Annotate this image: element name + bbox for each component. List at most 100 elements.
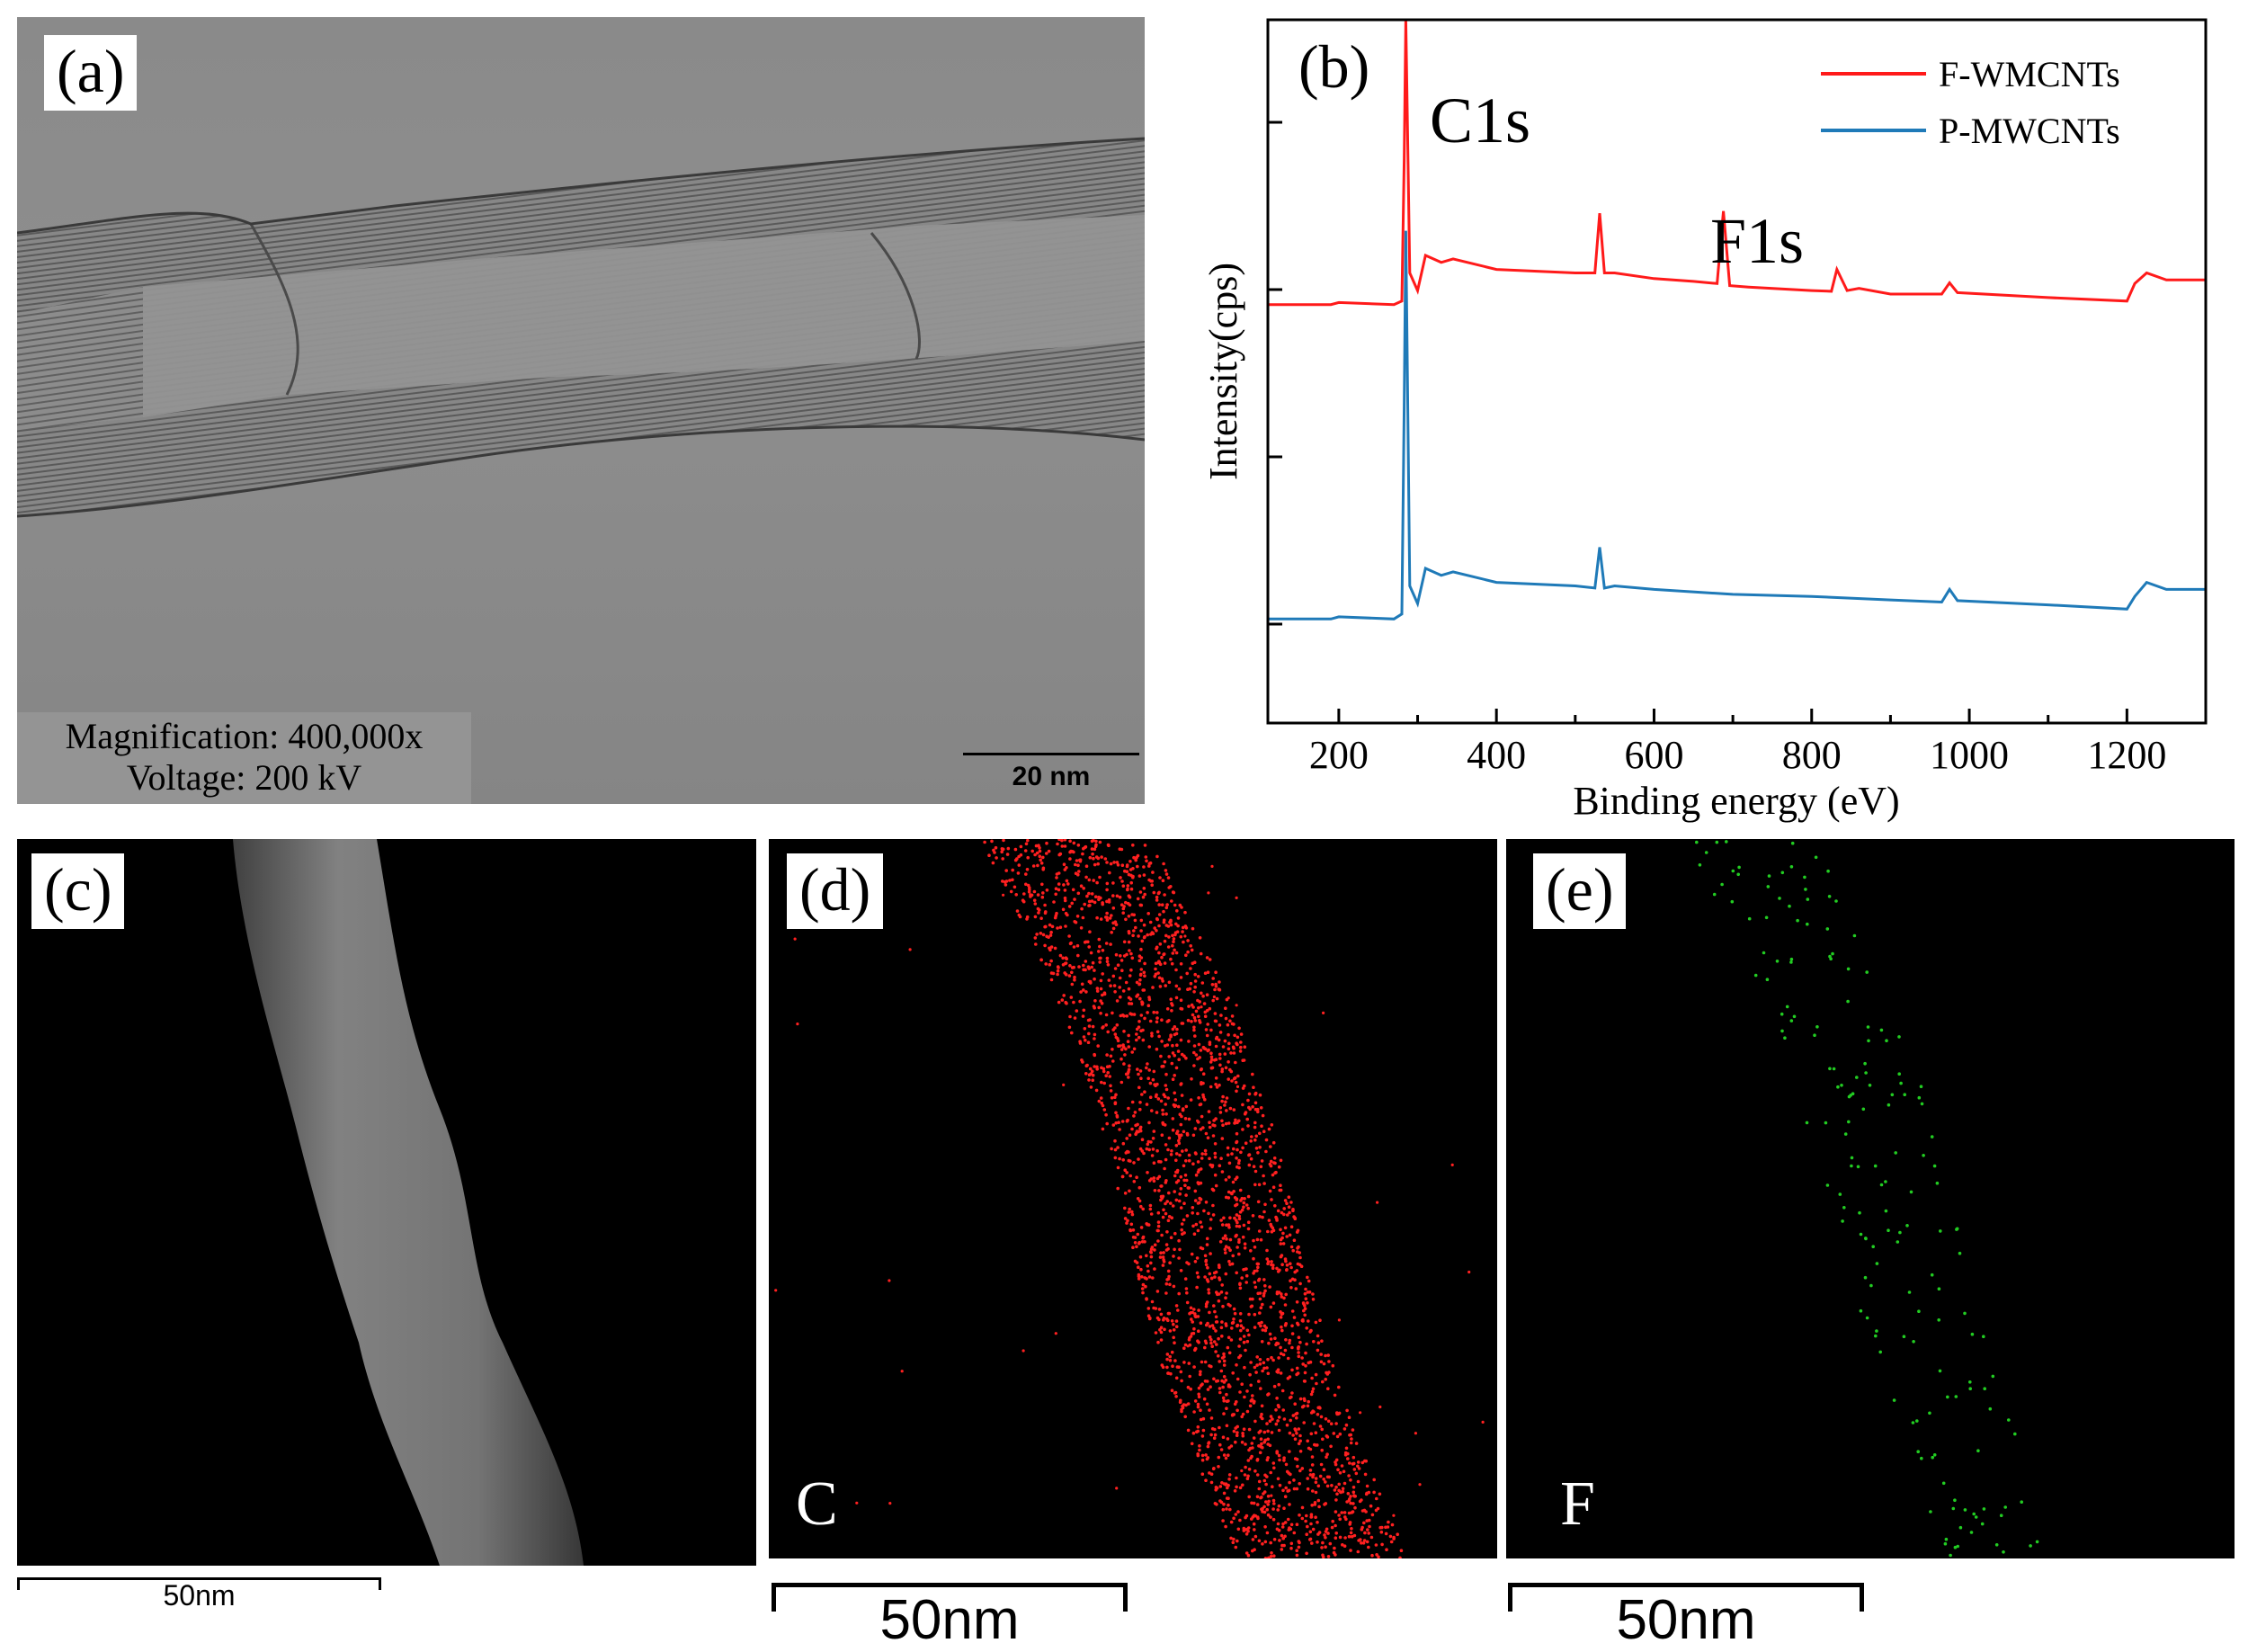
- carbon-dot: [1295, 1432, 1298, 1435]
- carbon-dot: [1223, 1103, 1227, 1107]
- carbon-dot: [1137, 1020, 1141, 1023]
- carbon-dot: [1149, 1140, 1153, 1144]
- carbon-dot: [1212, 995, 1216, 999]
- carbon-dot: [1219, 1326, 1224, 1330]
- carbon-dot: [1206, 1444, 1210, 1449]
- carbon-dot: [1170, 961, 1174, 966]
- carbon-dot: [1264, 1500, 1268, 1504]
- carbon-dot: [1311, 1472, 1316, 1477]
- carbon-dot: [1171, 1204, 1175, 1208]
- carbon-dot: [1127, 1106, 1130, 1111]
- carbon-dot: [1318, 1474, 1323, 1478]
- carbon-dot: [1201, 1126, 1205, 1130]
- carbon-dot: [1227, 1453, 1230, 1457]
- carbon-dot: [1073, 897, 1076, 901]
- fluorine-dot: [1780, 1029, 1784, 1033]
- panel-a-scale-bar: [963, 753, 1139, 755]
- carbon-dot: [1268, 1162, 1272, 1166]
- carbon-dot: [1132, 913, 1136, 917]
- fluorine-dot: [1825, 927, 1830, 931]
- carbon-dot: [1334, 1422, 1338, 1425]
- carbon-dot: [1217, 1038, 1221, 1042]
- carbon-dot: [1086, 965, 1091, 969]
- carbon-dot: [1162, 918, 1166, 922]
- fluorine-dot: [1939, 1229, 1942, 1233]
- carbon-dot: [1289, 1541, 1294, 1546]
- carbon-dot: [1200, 1225, 1204, 1229]
- carbon-dot: [1161, 1365, 1165, 1370]
- fluorine-dot: [1907, 1290, 1912, 1294]
- carbon-dot: [1263, 1438, 1267, 1442]
- carbon-dot: [1253, 1285, 1258, 1290]
- carbon-dot: [1252, 1165, 1256, 1168]
- carbon-dot: [1146, 1307, 1151, 1310]
- fluorine-dot: [1917, 1309, 1921, 1313]
- carbon-dot: [1204, 1131, 1209, 1136]
- carbon-dot: [1236, 1042, 1239, 1047]
- carbon-dot: [1229, 1536, 1233, 1540]
- carbon-dot: [1353, 1505, 1357, 1510]
- carbon-dot: [1056, 842, 1059, 846]
- carbon-dot: [1233, 1121, 1237, 1125]
- carbon-dot: [1237, 1214, 1241, 1219]
- carbon-dot: [1082, 1008, 1086, 1013]
- carbon-dot: [1275, 1527, 1280, 1531]
- carbon-dot: [1060, 998, 1065, 1002]
- carbon-dot: [1057, 853, 1061, 857]
- carbon-dot: [1232, 1307, 1236, 1311]
- carbon-dot: [1290, 1309, 1295, 1313]
- carbon-dot: [1306, 1301, 1309, 1305]
- carbon-dot: [1131, 933, 1135, 938]
- carbon-dot: [1170, 1319, 1174, 1323]
- carbon-dot: [1171, 943, 1174, 948]
- carbon-dot: [1093, 895, 1098, 898]
- carbon-dot: [1196, 1275, 1200, 1279]
- carbon-dot: [1149, 1250, 1153, 1255]
- carbon-dot: [1155, 1020, 1159, 1024]
- carbon-dot: [1233, 1402, 1237, 1406]
- carbon-dot: [1298, 1251, 1301, 1255]
- fluorine-dot: [1873, 1164, 1878, 1168]
- carbon-dot: [1227, 1226, 1231, 1229]
- carbon-dot: [1139, 929, 1143, 933]
- fluorine-dot: [1885, 1039, 1888, 1042]
- carbon-dot: [1192, 1050, 1196, 1055]
- fluorine-dot: [2007, 1418, 2011, 1422]
- carbon-dot: [1271, 1461, 1276, 1465]
- carbon-dot: [1279, 1158, 1283, 1163]
- carbon-dot: [1218, 1240, 1223, 1244]
- carbon-dot: [1094, 855, 1099, 859]
- carbon-dot: [1128, 1002, 1131, 1005]
- legend-label-p: P-MWCNTs: [1939, 111, 2120, 151]
- carbon-dot: [1247, 1448, 1251, 1452]
- carbon-dot: [1233, 1216, 1236, 1220]
- carbon-dot: [1255, 1237, 1260, 1242]
- carbon-dot: [1037, 911, 1040, 915]
- carbon-dot: [1135, 1175, 1138, 1179]
- carbon-dot: [1197, 1329, 1200, 1333]
- fluorine-dot: [1899, 1081, 1903, 1085]
- carbon-dot: [1266, 1456, 1270, 1460]
- carbon-dot: [1235, 1219, 1238, 1222]
- carbon-dot: [1271, 1266, 1275, 1270]
- carbon-dot: [1232, 1046, 1236, 1050]
- carbon-dot: [1303, 1380, 1307, 1383]
- carbon-dot: [1173, 1247, 1176, 1252]
- carbon-dot: [1163, 961, 1167, 965]
- carbon-dot: [1295, 1415, 1298, 1420]
- carbon-dot: [1341, 1543, 1344, 1547]
- carbon-dot: [1105, 960, 1110, 963]
- carbon-dot: [1143, 844, 1147, 847]
- carbon-dot: [1221, 1396, 1226, 1400]
- carbon-dot: [1084, 990, 1088, 994]
- carbon-dot: [1266, 1429, 1270, 1433]
- carbon-dot: [1173, 1391, 1177, 1395]
- carbon-dot: [1090, 899, 1094, 903]
- carbon-dot: [1246, 1206, 1250, 1210]
- panel-a-scale-label: 20 nm: [1012, 762, 1091, 791]
- carbon-dot: [1275, 1290, 1280, 1294]
- carbon-dot: [1215, 1343, 1218, 1346]
- carbon-dot: [1205, 1380, 1209, 1383]
- carbon-dot: [1164, 984, 1167, 987]
- carbon-dot: [1197, 1014, 1200, 1019]
